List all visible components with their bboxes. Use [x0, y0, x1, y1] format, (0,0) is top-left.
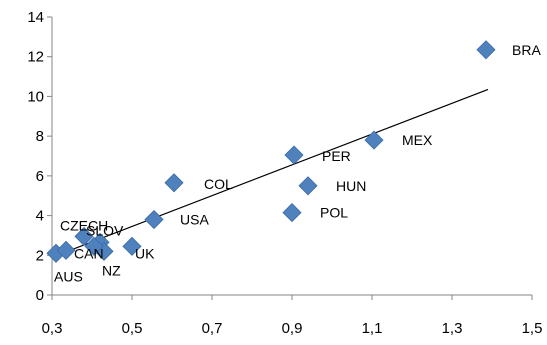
y-tick-label: 8: [36, 128, 44, 145]
point-label-bra: BRA: [512, 42, 541, 58]
data-point-pol: [282, 203, 302, 223]
y-tick-label: 2: [36, 247, 44, 264]
trendline-group: [51, 88, 489, 258]
x-tick-label: 0,7: [202, 320, 223, 337]
x-tick-label: 0,3: [42, 320, 63, 337]
y-tick-label: 10: [27, 88, 44, 105]
point-label-can: CAN: [74, 245, 104, 261]
point-label-per: PER: [322, 148, 351, 164]
x-tick-label: 0,5: [122, 320, 143, 337]
x-tick-label: 1,1: [362, 320, 383, 337]
data-point-czech: [74, 226, 94, 246]
y-tick-label: 6: [36, 168, 44, 185]
point-label-aus: AUS: [54, 268, 83, 284]
y-tick-label: 0: [36, 287, 44, 304]
data-point-per: [284, 145, 304, 165]
point-label-usa: USA: [180, 212, 209, 228]
data-point-col: [164, 173, 184, 193]
point-label-nz: NZ: [102, 262, 121, 278]
x-axis-ticks: 0,3 0,5 0,7 0,9 1,1 1,3 1,5: [42, 295, 543, 337]
point-label-uk: UK: [135, 245, 155, 261]
y-tick-label: 12: [27, 49, 44, 66]
data-point-uk: [122, 236, 142, 256]
data-point-usa: [144, 209, 164, 230]
y-axis-ticks: 0 2 4 6 8 10 12 14: [27, 9, 52, 304]
y-tick-label: 4: [36, 208, 44, 225]
data-point-hun: [298, 176, 318, 196]
point-label-hun: HUN: [336, 178, 366, 194]
data-point-can: [84, 236, 104, 256]
data-points: [46, 40, 496, 263]
data-point: [56, 240, 76, 260]
point-label-col: COL: [204, 176, 233, 192]
x-tick-label: 0,9: [282, 320, 303, 337]
x-tick-label: 1,5: [522, 320, 543, 337]
y-tick-label: 14: [27, 9, 44, 26]
trendline: [51, 88, 489, 258]
data-point-mex: [364, 130, 384, 150]
data-point-bra: [476, 40, 496, 60]
point-label-czech: CZECH: [60, 217, 108, 233]
point-label-pol: POL: [320, 205, 348, 221]
point-label-mex: MEX: [402, 132, 433, 148]
point-label-slov: SLOV: [86, 222, 124, 238]
x-tick-label: 1,3: [442, 320, 463, 337]
